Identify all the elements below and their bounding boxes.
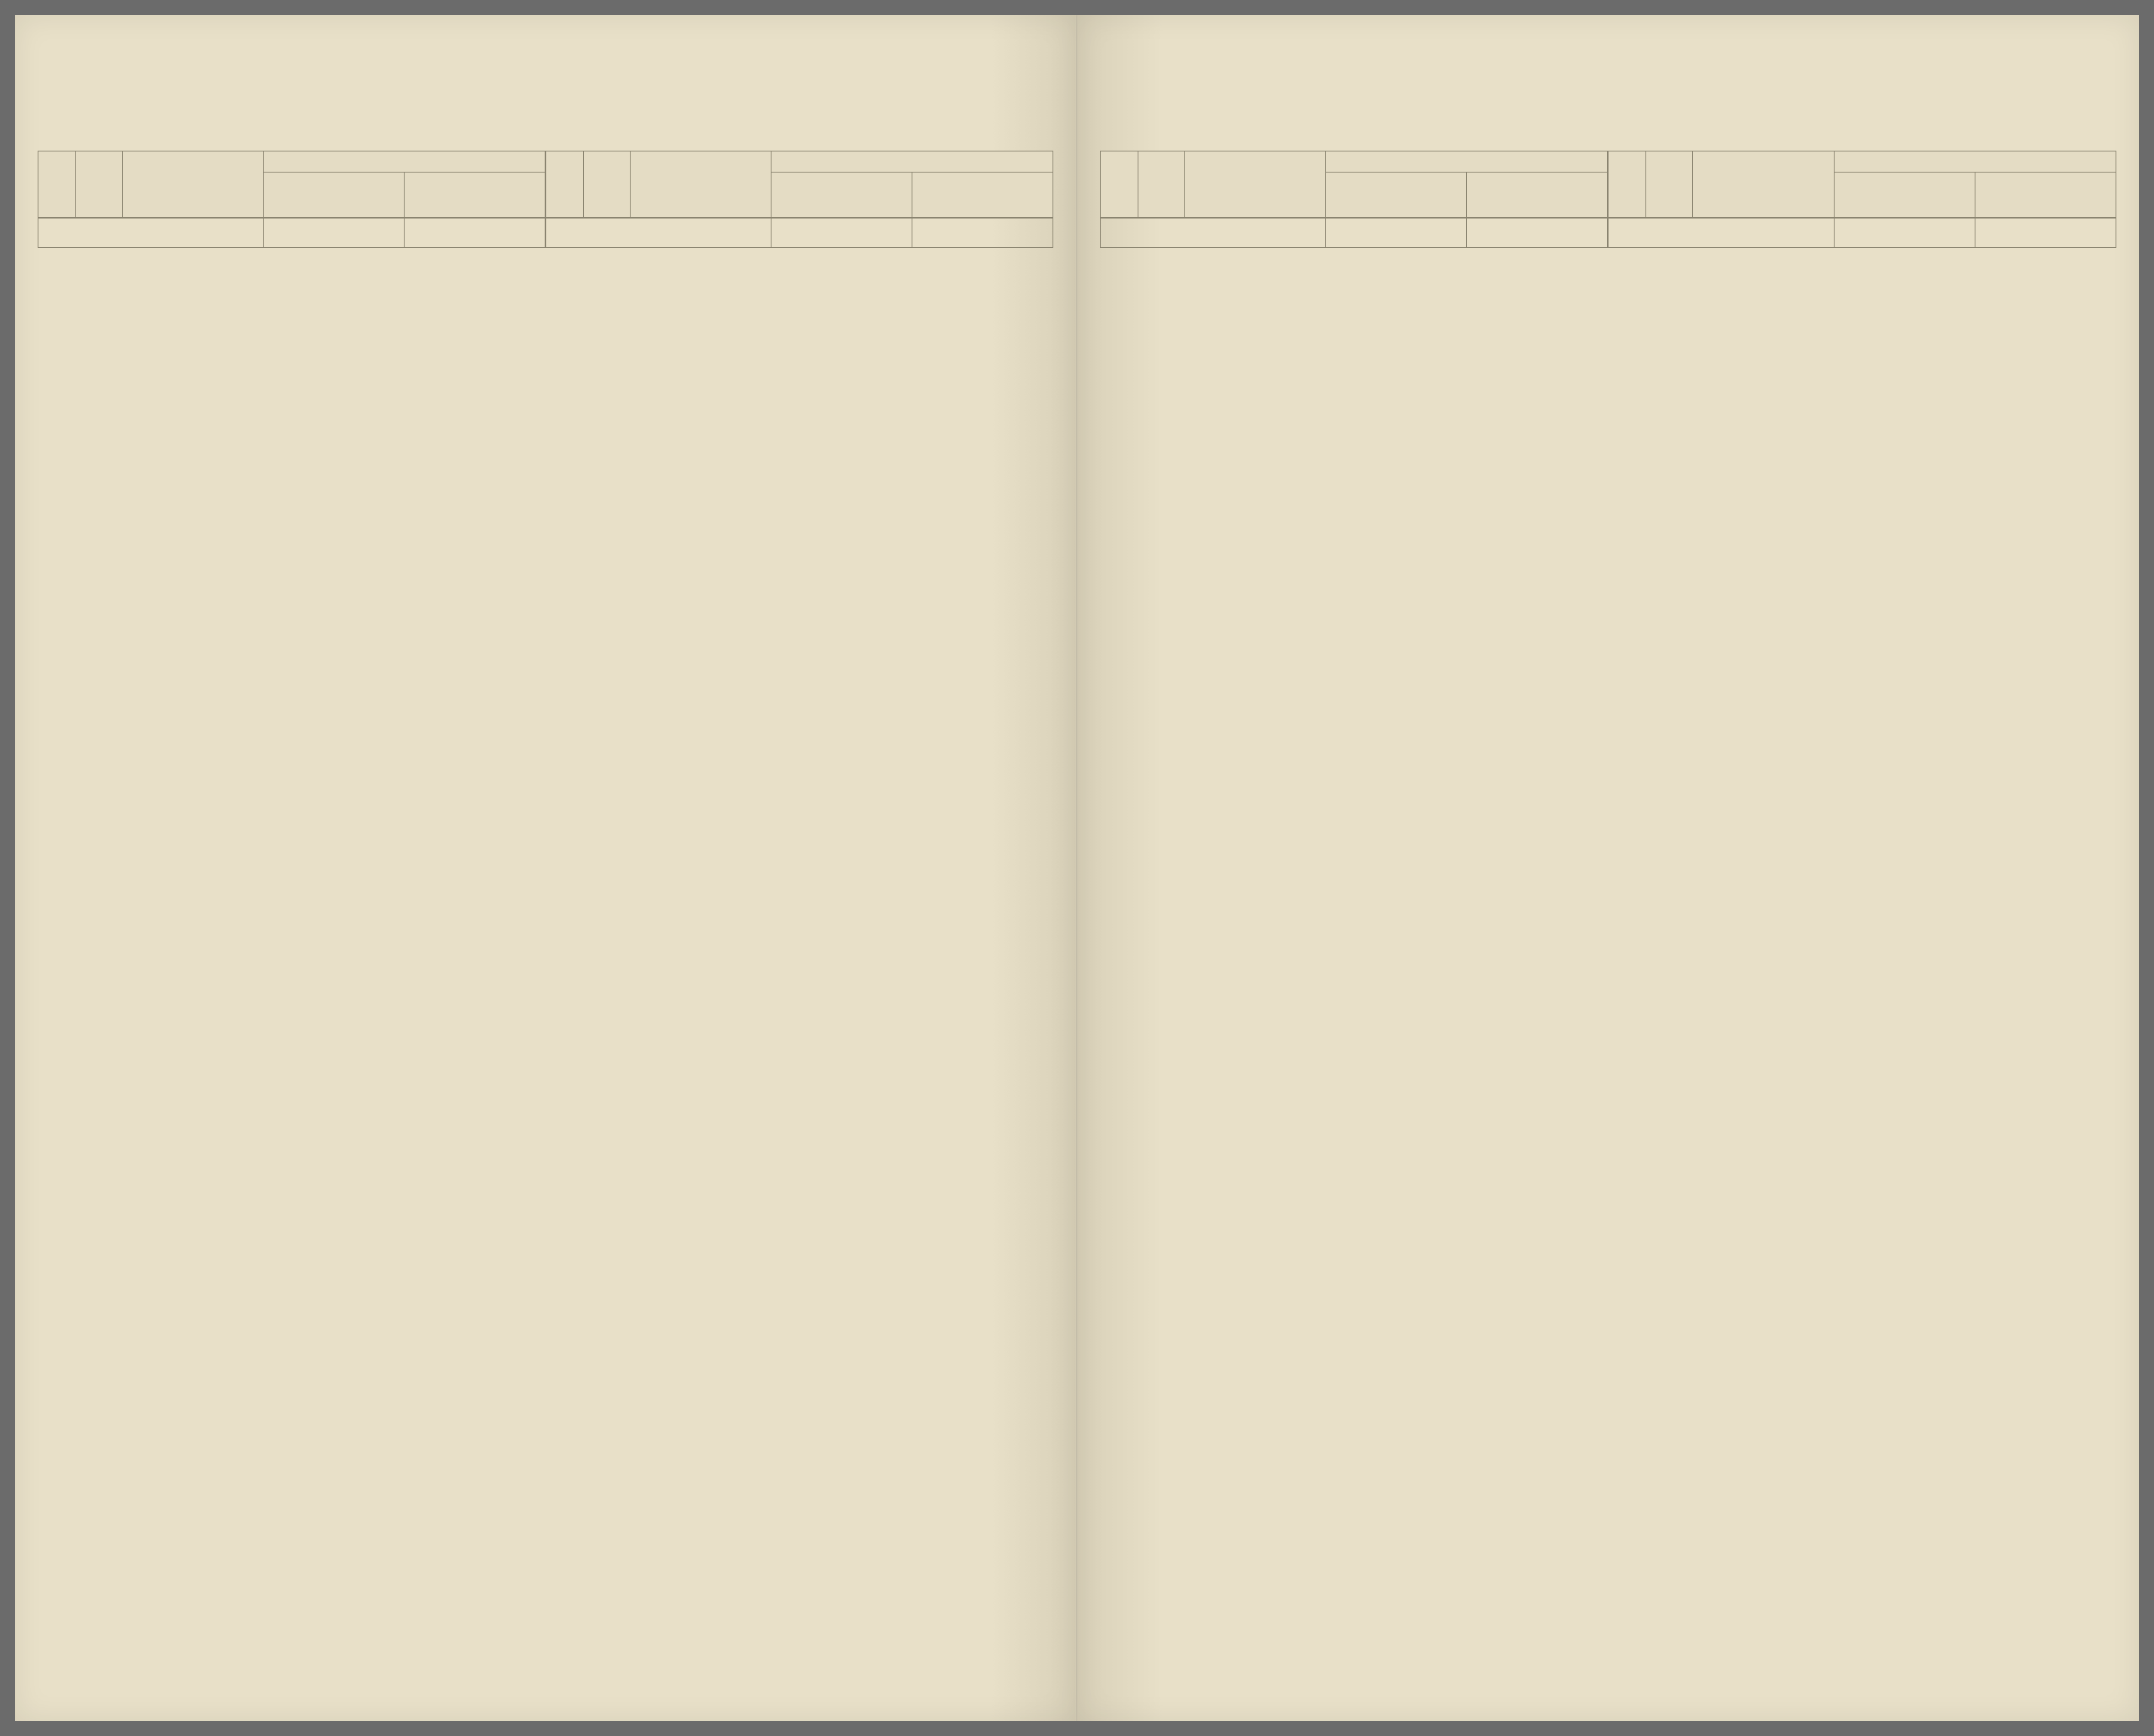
- hdr-samlet: [263, 151, 545, 173]
- hdr-tilstede: [1975, 173, 2116, 218]
- hdr-samlet: [1834, 151, 2116, 173]
- hdr-samlet: [1325, 151, 1608, 173]
- hdr-liste: [38, 151, 76, 218]
- hdr-tilstede: [404, 173, 545, 218]
- table-1: [38, 151, 545, 248]
- table-head: [38, 151, 545, 218]
- hdr-liste: [1100, 151, 1138, 218]
- footer-sum: [1609, 218, 2116, 248]
- section-1: [38, 151, 545, 1691]
- hdr-liste: [1609, 151, 1646, 218]
- section-4: [1608, 151, 2116, 1691]
- table-3: [1100, 151, 1609, 248]
- hdr-bosted: [123, 151, 264, 218]
- hdr-bosatt: [263, 173, 404, 218]
- section-2: [545, 151, 1053, 1691]
- page-right: [1077, 15, 2140, 1721]
- document-spread: [15, 15, 2139, 1721]
- table-2: [545, 151, 1053, 248]
- hdr-bosted: [1693, 151, 1834, 218]
- hdr-tilstede: [912, 173, 1053, 218]
- footer-overfores-1: [38, 218, 545, 248]
- hdr-tilstede: [1467, 173, 1608, 218]
- hdr-liste: [545, 151, 583, 218]
- hdr-bosatt: [771, 173, 912, 218]
- page-left: [15, 15, 1077, 1721]
- hdr-gard: [1646, 151, 1693, 218]
- hdr-bosted: [630, 151, 771, 218]
- hdr-samlet: [771, 151, 1053, 173]
- section-3: [1100, 151, 1609, 1691]
- hdr-gard: [583, 151, 630, 218]
- table-4: [1608, 151, 2116, 248]
- hdr-bosted: [1184, 151, 1325, 218]
- hdr-gard: [76, 151, 123, 218]
- footer-overfores-2: [545, 218, 1053, 248]
- hdr-bosatt: [1834, 173, 1975, 218]
- hdr-bosatt: [1325, 173, 1466, 218]
- footer-overfores-3: [1100, 218, 1608, 248]
- hdr-gard: [1138, 151, 1184, 218]
